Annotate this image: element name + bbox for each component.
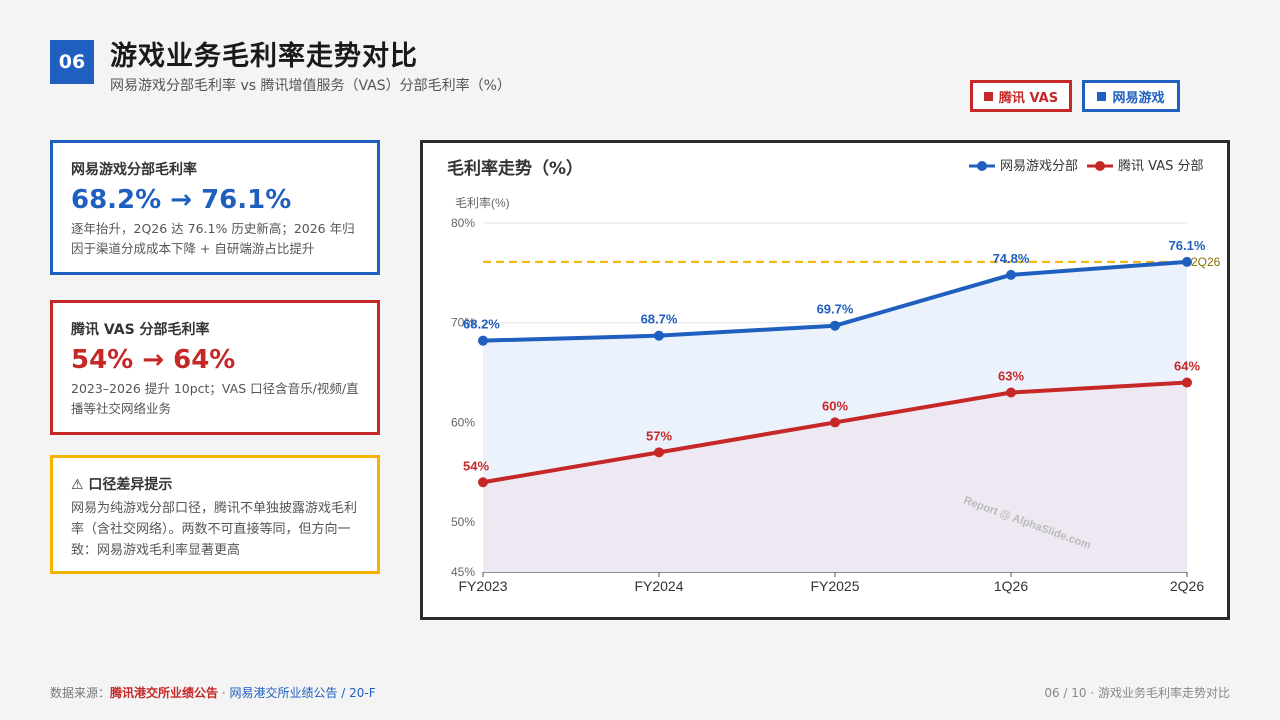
data-point [478, 477, 488, 488]
x-tick-label: 1Q26 [994, 578, 1028, 594]
legend-button-tencent-vas[interactable]: 腾讯 VAS [970, 80, 1072, 112]
data-label: 76.1% [1169, 238, 1206, 253]
y-tick-label: 60% [451, 415, 475, 429]
section-number-badge: 06 [50, 40, 94, 84]
x-tick-label: FY2023 [458, 578, 507, 594]
x-tick-label: FY2024 [634, 578, 683, 594]
card-title: ⚠ 口径差异提示 [71, 477, 173, 493]
tencent-vas-margin-card: 腾讯 VAS 分部毛利率 54% → 64% 2023–2026 提升 10pc… [50, 300, 380, 435]
card-headline-value: 54% → 64% [71, 345, 236, 375]
card-description: 网易为纯游戏分部口径，腾讯不单独披露游戏毛利率（含社交网络）。两数不可直接等同，… [71, 501, 358, 558]
y-tick-label: 70% [451, 316, 475, 330]
data-point [830, 417, 840, 428]
y-axis-label: 毛利率(%) [455, 195, 510, 210]
data-point [654, 330, 664, 341]
data-label: 63% [998, 369, 1024, 384]
card-headline-value: 68.2% → 76.1% [71, 185, 292, 215]
data-source-footer: 数据来源：腾讯港交所业绩公告 · 网易港交所业绩公告 / 20-F [50, 684, 376, 701]
data-point [654, 447, 664, 458]
data-point [478, 335, 488, 346]
legend-button-label: 腾讯 VAS [998, 90, 1059, 106]
card-title: 网易游戏分部毛利率 [71, 162, 197, 178]
legend-label-1: 腾讯 VAS 分部 [1118, 158, 1203, 174]
data-label: 64% [1174, 359, 1200, 374]
data-label: 54% [463, 458, 489, 473]
y-tick-label: 45% [451, 565, 475, 579]
reference-line-label: 2Q26 [1191, 255, 1221, 269]
x-tick-label: 2Q26 [1170, 578, 1204, 594]
chart-title: 毛利率走势（%） [447, 158, 583, 179]
margin-trend-chart: 毛利率走势（%） 毛利率(%) 45% 50% 60% 70% 80% FY2023 FY202… [447, 158, 1221, 594]
caliber-warning-card: ⚠ 口径差异提示 网易为纯游戏分部口径，腾讯不单独披露游戏毛利率（含社交网络）。… [50, 455, 380, 574]
data-point [1182, 377, 1192, 388]
card-description: 逐年抬升，2Q26 达 76.1% 历史新高；2026 年归因于渠道分成成本下降… [71, 221, 355, 256]
data-label: 68.7% [641, 312, 678, 327]
data-label: 69.7% [817, 302, 854, 317]
data-label: 60% [822, 398, 848, 413]
page-title: 游戏业务毛利率走势对比 [110, 41, 418, 72]
y-tick-label: 50% [451, 515, 475, 529]
x-tick-label: FY2025 [810, 578, 859, 594]
data-point [1182, 256, 1192, 267]
page-indicator: 06 / 10 · 游戏业务毛利率走势对比 [1044, 686, 1230, 700]
page-subtitle: 网易游戏分部毛利率 vs 腾讯增值服务（VAS）分部毛利率（%） [110, 78, 511, 94]
legend-button-netease-games[interactable]: 网易游戏 [1082, 80, 1180, 112]
data-point [1006, 269, 1016, 280]
card-title: 腾讯 VAS 分部毛利率 [71, 322, 210, 338]
legend-label-0: 网易游戏分部 [1000, 159, 1078, 174]
source-separator: · [218, 686, 230, 700]
data-label: 68.2% [463, 317, 500, 332]
source-netease-link[interactable]: 网易港交所业绩公告 / 20-F [229, 686, 376, 700]
series-area-fill-1 [483, 382, 1187, 572]
data-label: 74.8% [993, 251, 1030, 266]
netease-margin-card: 网易游戏分部毛利率 68.2% → 76.1% 逐年抬升，2Q26 达 76.1… [50, 140, 380, 275]
blue-square-icon [1097, 91, 1107, 101]
card-description: 2023–2026 提升 10pct；VAS 口径含音乐/视频/直播等社交网络业… [71, 381, 359, 416]
source-prefix: 数据来源： [50, 686, 111, 700]
legend-button-label: 网易游戏 [1112, 90, 1165, 106]
margin-trend-chart-panel: 毛利率走势（%） 毛利率(%) 45% 50% 60% 70% 80% FY2023 FY202… [420, 140, 1230, 620]
red-square-icon [983, 91, 993, 101]
source-tencent-link[interactable]: 腾讯港交所业绩公告 [110, 686, 219, 700]
data-point [1006, 387, 1016, 398]
legend-marker-1 [1095, 161, 1105, 171]
data-point [830, 320, 840, 331]
data-label: 57% [646, 428, 672, 443]
legend-marker-0 [977, 161, 987, 171]
y-tick-label: 80% [451, 216, 475, 230]
